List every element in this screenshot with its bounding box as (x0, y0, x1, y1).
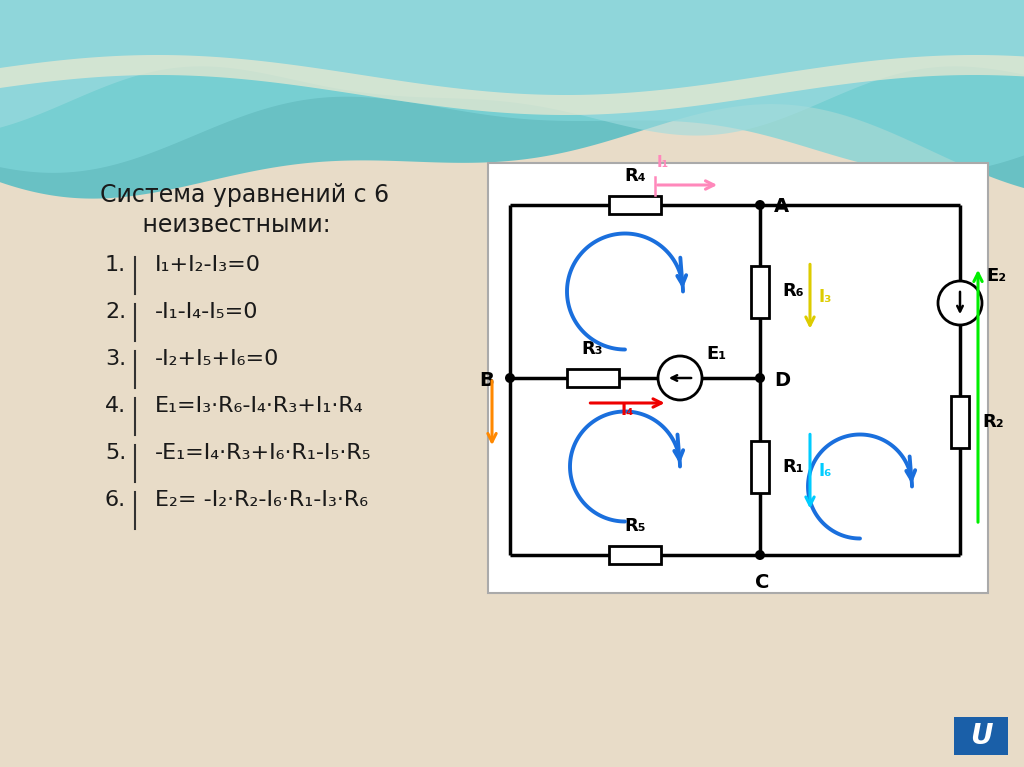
Circle shape (505, 373, 515, 383)
Text: I₄: I₄ (621, 401, 634, 419)
Text: E₁: E₁ (706, 345, 726, 363)
Text: 1.: 1. (105, 255, 126, 275)
Text: R₁: R₁ (782, 457, 804, 476)
Circle shape (938, 281, 982, 325)
Text: R₅: R₅ (625, 517, 646, 535)
Text: A: A (774, 197, 790, 216)
Bar (566, 369, 618, 387)
Text: C: C (755, 573, 769, 592)
Bar (488, 163, 988, 593)
Polygon shape (0, 55, 1024, 115)
Text: R₆: R₆ (782, 282, 804, 301)
FancyBboxPatch shape (954, 717, 1008, 755)
Text: Система уравнений с 6: Система уравнений с 6 (100, 183, 389, 207)
Text: I₁: I₁ (657, 155, 670, 170)
Text: I₁+I₂-I₃=0: I₁+I₂-I₃=0 (155, 255, 261, 275)
Text: -I₁-I₄-I₅=0: -I₁-I₄-I₅=0 (155, 302, 258, 322)
Bar (751, 265, 769, 318)
Text: -E₁=I₄·R₃+I₆·R₁-I₅·R₅: -E₁=I₄·R₃+I₆·R₁-I₅·R₅ (155, 443, 372, 463)
Text: E₂= -I₂·R₂-I₆·R₁-I₃·R₆: E₂= -I₂·R₂-I₆·R₁-I₃·R₆ (155, 490, 368, 510)
Bar (609, 546, 662, 564)
Bar (751, 440, 769, 492)
Text: 6.: 6. (105, 490, 126, 510)
Polygon shape (0, 0, 1024, 173)
Text: 5.: 5. (105, 443, 126, 463)
Text: R₃: R₃ (582, 340, 603, 358)
Polygon shape (0, 0, 1024, 199)
Text: 3.: 3. (105, 349, 126, 369)
Circle shape (755, 550, 765, 560)
Text: 2.: 2. (105, 302, 126, 322)
Bar (951, 396, 969, 448)
Bar (609, 196, 662, 214)
Text: R₂: R₂ (982, 413, 1004, 431)
Text: R₄: R₄ (625, 167, 646, 185)
Circle shape (658, 356, 702, 400)
Text: E₂: E₂ (986, 267, 1007, 285)
Text: E₁=I₃·R₆-I₄·R₃+I₁·R₄: E₁=I₃·R₆-I₄·R₃+I₁·R₄ (155, 396, 364, 416)
Text: I₆: I₆ (818, 463, 831, 480)
Text: D: D (774, 370, 791, 390)
Polygon shape (0, 0, 1024, 136)
Text: -I₂+I₅+I₆=0: -I₂+I₅+I₆=0 (155, 349, 280, 369)
Text: U: U (970, 722, 992, 750)
Text: I₃: I₃ (818, 288, 831, 305)
Text: 4.: 4. (105, 396, 126, 416)
Circle shape (755, 200, 765, 210)
Circle shape (755, 373, 765, 383)
Text: неизвестными:: неизвестными: (120, 213, 331, 237)
Text: B: B (479, 370, 494, 390)
